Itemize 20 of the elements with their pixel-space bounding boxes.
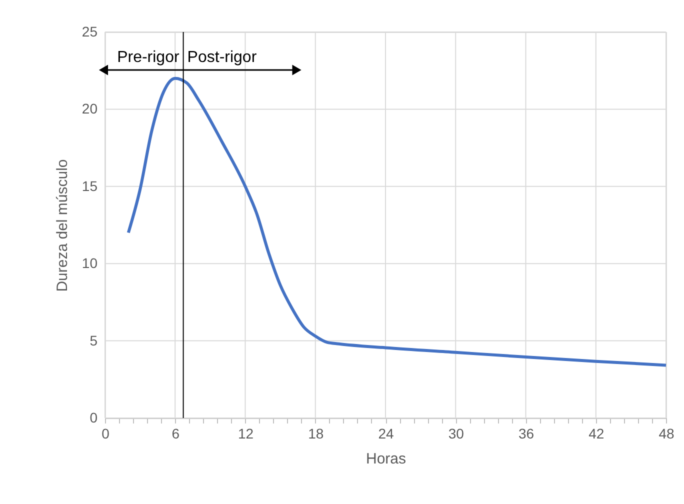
y-tick-label: 20 [82, 100, 98, 117]
x-tick-label: 36 [518, 426, 534, 442]
x-tick-label: 6 [172, 426, 180, 442]
annotation: Post-rigor [187, 49, 258, 66]
y-tick-label: 15 [82, 178, 98, 194]
x-tick-label: 18 [308, 426, 324, 442]
x-tick-label: 42 [588, 426, 604, 442]
x-tick-label: 30 [448, 426, 464, 442]
x-tick-label: 24 [378, 426, 394, 442]
line-series [126, 76, 668, 367]
y-axis-title: Dureza del músculo [54, 159, 71, 292]
x-axis-title: Horas [366, 450, 406, 468]
annotation: Pre-rigor [117, 49, 180, 66]
y-tick-label: 10 [82, 255, 98, 272]
y-tick-label: 25 [82, 24, 98, 40]
x-tick-label: 0 [102, 426, 110, 442]
x-tick-label: 12 [238, 426, 254, 442]
y-tick-label: 0 [90, 410, 98, 426]
y-tick-label: 5 [90, 332, 98, 348]
x-tick-label: 48 [658, 426, 674, 442]
